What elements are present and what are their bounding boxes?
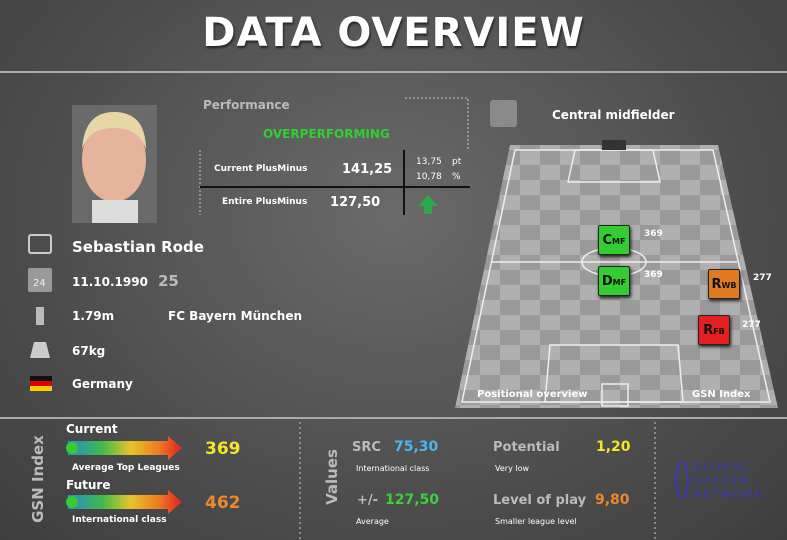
entire-label: Entire PlusMinus xyxy=(222,197,308,207)
hair xyxy=(82,112,146,150)
current-label: Current PlusMinus xyxy=(214,164,308,174)
position-value: 277 xyxy=(753,273,772,283)
calendar-day: 24 xyxy=(33,278,46,289)
delta-pct: 10,78 xyxy=(416,172,442,182)
gsn-dot xyxy=(66,442,78,454)
position-title: Central midfielder xyxy=(552,108,675,122)
calendar-icon xyxy=(28,268,52,292)
performance-label: Performance xyxy=(203,98,290,112)
gsn-current-class: Average Top Leagues xyxy=(72,463,180,473)
gsn-current-label: Current xyxy=(66,422,118,436)
pm-label: +/- xyxy=(357,493,379,508)
gsn-future-class: International class xyxy=(72,515,167,525)
src-value: 75,30 xyxy=(394,439,439,455)
weight-icon xyxy=(30,342,50,358)
pm-note: Average xyxy=(356,517,389,526)
position-icon xyxy=(490,100,517,127)
face xyxy=(82,118,146,202)
gsn-bar xyxy=(68,490,182,514)
position-badge: DMF xyxy=(598,266,630,296)
up-arrow xyxy=(418,195,438,214)
birthdate: 11.10.1990 xyxy=(72,275,148,289)
pm-value: 127,50 xyxy=(385,492,440,508)
logo-line: SOCCER xyxy=(693,474,751,487)
age: 25 xyxy=(158,272,179,290)
gsn-dot xyxy=(66,496,78,508)
potential-label: Potential xyxy=(493,440,560,455)
values-title: Values xyxy=(322,449,341,505)
height: 1.79m xyxy=(72,309,115,323)
position-value: 369 xyxy=(644,270,663,280)
level-note: Smaller league level xyxy=(495,517,577,526)
gsn-title: GSN Index xyxy=(28,435,47,523)
logo-mark xyxy=(675,461,689,499)
player-name: Sebastian Rode xyxy=(72,238,204,256)
height-icon xyxy=(36,307,44,325)
delta-pt: 13,75 xyxy=(416,157,442,167)
gsn-current-value: 369 xyxy=(205,439,241,459)
position-value: 369 xyxy=(644,229,663,239)
id-icon xyxy=(28,234,52,254)
level-value: 9,80 xyxy=(595,492,630,508)
weight: 67kg xyxy=(72,344,106,358)
flag xyxy=(30,376,52,381)
potential-note: Very low xyxy=(495,464,529,473)
position-badge: RFB xyxy=(698,315,730,345)
position-value: 277 xyxy=(742,320,761,330)
gsn-future-label: Future xyxy=(66,478,111,492)
src-label: SRC xyxy=(352,440,381,455)
delta-pct-unit: % xyxy=(452,172,461,182)
src-note: International class xyxy=(356,464,430,473)
current-value: 141,25 xyxy=(342,162,393,177)
potential-value: 1,20 xyxy=(596,439,631,455)
position-badge: RWB xyxy=(708,269,740,299)
frame xyxy=(405,97,469,150)
footer-left: Positional overview xyxy=(477,389,588,400)
nationality: Germany xyxy=(72,377,133,391)
shirt xyxy=(92,200,138,223)
performance-status: OVERPERFORMING xyxy=(263,127,390,141)
gsn-bar xyxy=(68,436,182,460)
entire-value: 127,50 xyxy=(330,195,381,210)
gsn-future-value: 462 xyxy=(205,493,241,513)
level-label: Level of play xyxy=(493,493,587,508)
footer-right: GSN Index xyxy=(692,389,751,400)
title: DATA OVERVIEW xyxy=(202,10,585,56)
flag xyxy=(30,386,52,391)
position-badge: CMF xyxy=(598,225,630,255)
flag xyxy=(30,381,52,386)
delta-pt-unit: pt xyxy=(452,157,462,167)
logo-line: GLOBAL xyxy=(693,460,750,473)
logo-line: NETWORK xyxy=(693,488,764,501)
goal xyxy=(602,140,626,150)
club: FC Bayern München xyxy=(168,309,303,323)
